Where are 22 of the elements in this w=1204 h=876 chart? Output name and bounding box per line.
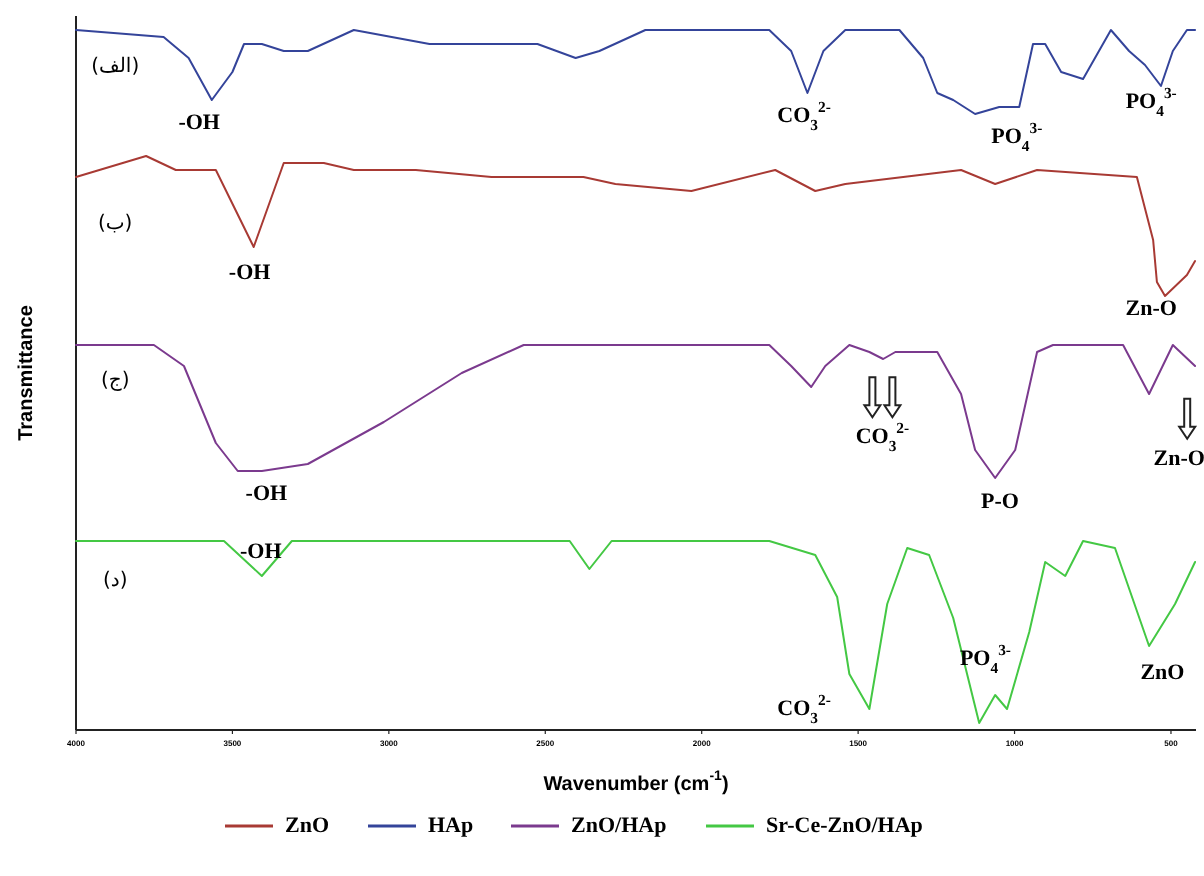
legend-label: HAp <box>428 814 474 838</box>
annotation: Zn-O <box>1125 296 1178 321</box>
annotation: -OH <box>178 111 221 136</box>
annotation: (ب) <box>97 212 133 235</box>
legend-item: HAp <box>368 814 474 838</box>
annotation: ZnO <box>1140 660 1186 685</box>
annotation: -OH <box>240 539 283 564</box>
legend-label: ZnO/HAp <box>571 814 667 838</box>
annotation: (د) <box>102 569 128 592</box>
annotation: P-O <box>981 489 1020 514</box>
annotation: Zn-O <box>1153 446 1204 471</box>
x-axis-title: Wavenumber (cm$^{-1}$) <box>543 770 729 795</box>
annotation: -OH <box>228 261 272 286</box>
legend-label: ZnO <box>285 814 330 838</box>
annotation: (الف) <box>91 54 140 77</box>
legend-item: ZnO/HAp <box>511 814 667 838</box>
legend-item: ZnO <box>225 814 330 838</box>
legend-label: Sr-Ce-ZnO/HAp <box>766 814 923 838</box>
annotation: (ج) <box>100 369 130 392</box>
annotation: -OH <box>245 482 289 507</box>
y-axis-title: Transmittance <box>15 304 37 441</box>
legend-item: Sr-Ce-ZnO/HAp <box>706 814 923 838</box>
